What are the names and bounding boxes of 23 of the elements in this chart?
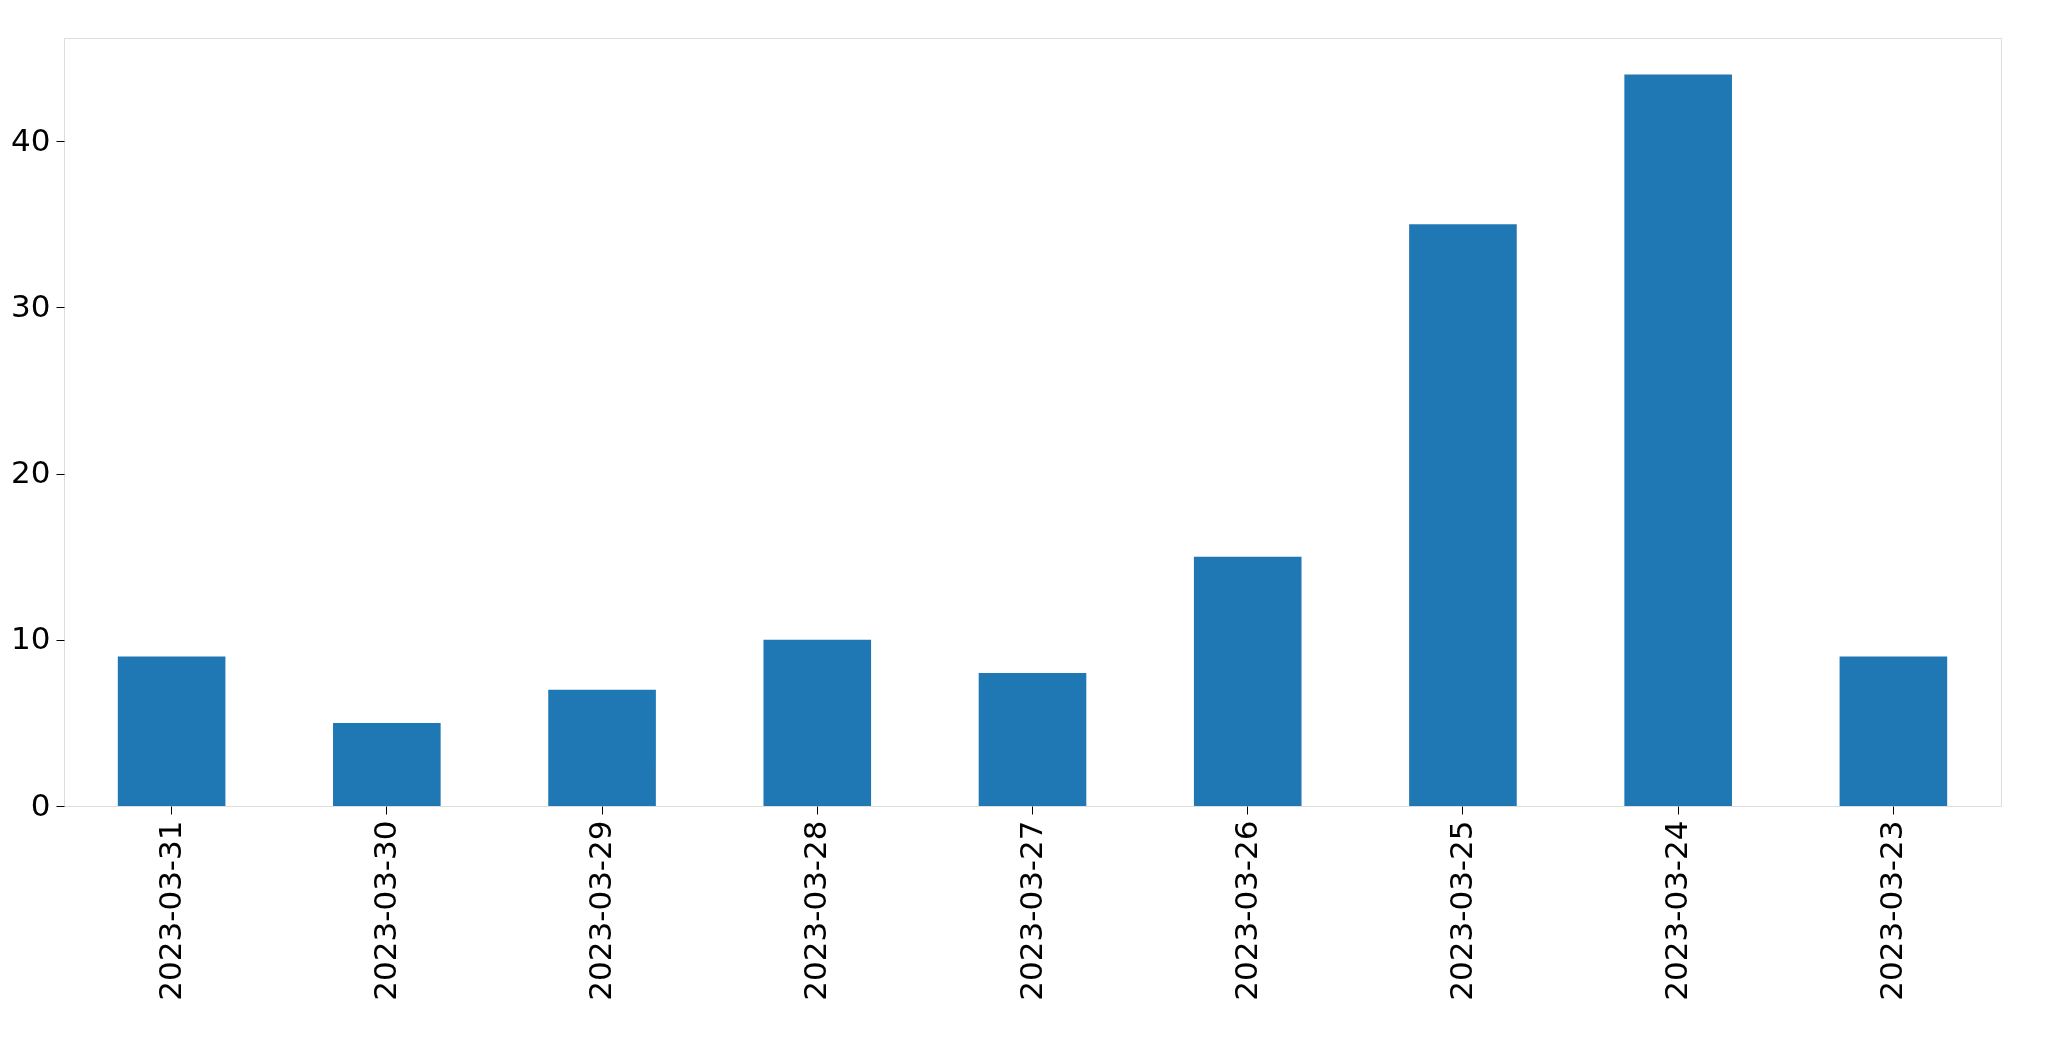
bar: [763, 639, 872, 806]
bar: [1409, 224, 1517, 806]
bar: [1624, 74, 1732, 806]
x-tick-label: 2023-03-27: [1012, 820, 1049, 1001]
bar: [333, 722, 441, 806]
x-tick-label: 2023-03-24: [1658, 820, 1695, 1001]
x-tick-label: 2023-03-26: [1227, 820, 1264, 1001]
y-tick-label: 0: [30, 786, 51, 823]
x-tick-label: 2023-03-31: [151, 820, 188, 1001]
x-tick-label: 2023-03-30: [366, 820, 403, 1001]
bar: [978, 673, 1087, 806]
y-tick-label: 20: [11, 454, 51, 491]
x-tick-label: 2023-03-28: [797, 820, 834, 1001]
x-tick-label: 2023-03-29: [582, 820, 619, 1001]
bar: [1839, 656, 1948, 806]
y-tick-label: 30: [11, 287, 51, 324]
bar: [1193, 556, 1302, 806]
x-tick-label: 2023-03-23: [1873, 820, 1910, 1001]
bar: [117, 656, 226, 806]
y-tick-label: 40: [11, 121, 51, 158]
bar: [548, 689, 656, 806]
x-tick-label: 2023-03-25: [1442, 820, 1479, 1001]
y-tick-label: 10: [11, 620, 51, 657]
